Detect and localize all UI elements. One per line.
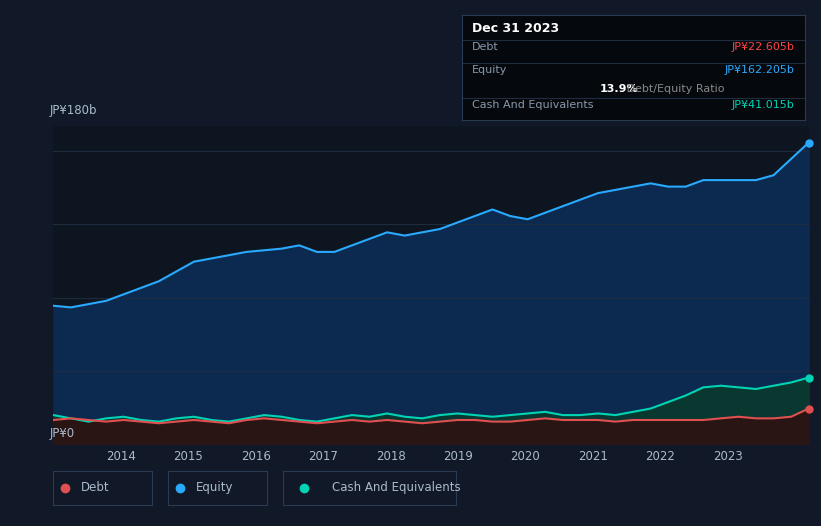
Text: Debt/Equity Ratio: Debt/Equity Ratio [623, 84, 725, 94]
Text: Cash And Equivalents: Cash And Equivalents [472, 100, 594, 110]
Text: Cash And Equivalents: Cash And Equivalents [332, 481, 460, 494]
Text: Debt: Debt [472, 42, 499, 52]
Text: Equity: Equity [472, 65, 507, 75]
Text: Equity: Equity [196, 481, 233, 494]
Text: JP¥41.015b: JP¥41.015b [732, 100, 795, 110]
Text: JP¥0: JP¥0 [49, 427, 75, 440]
Text: JP¥22.605b: JP¥22.605b [732, 42, 795, 52]
Text: 13.9%: 13.9% [599, 84, 638, 94]
Text: Debt: Debt [81, 481, 109, 494]
Text: Dec 31 2023: Dec 31 2023 [472, 22, 559, 35]
Text: JP¥162.205b: JP¥162.205b [725, 65, 795, 75]
Text: JP¥180b: JP¥180b [49, 104, 97, 117]
